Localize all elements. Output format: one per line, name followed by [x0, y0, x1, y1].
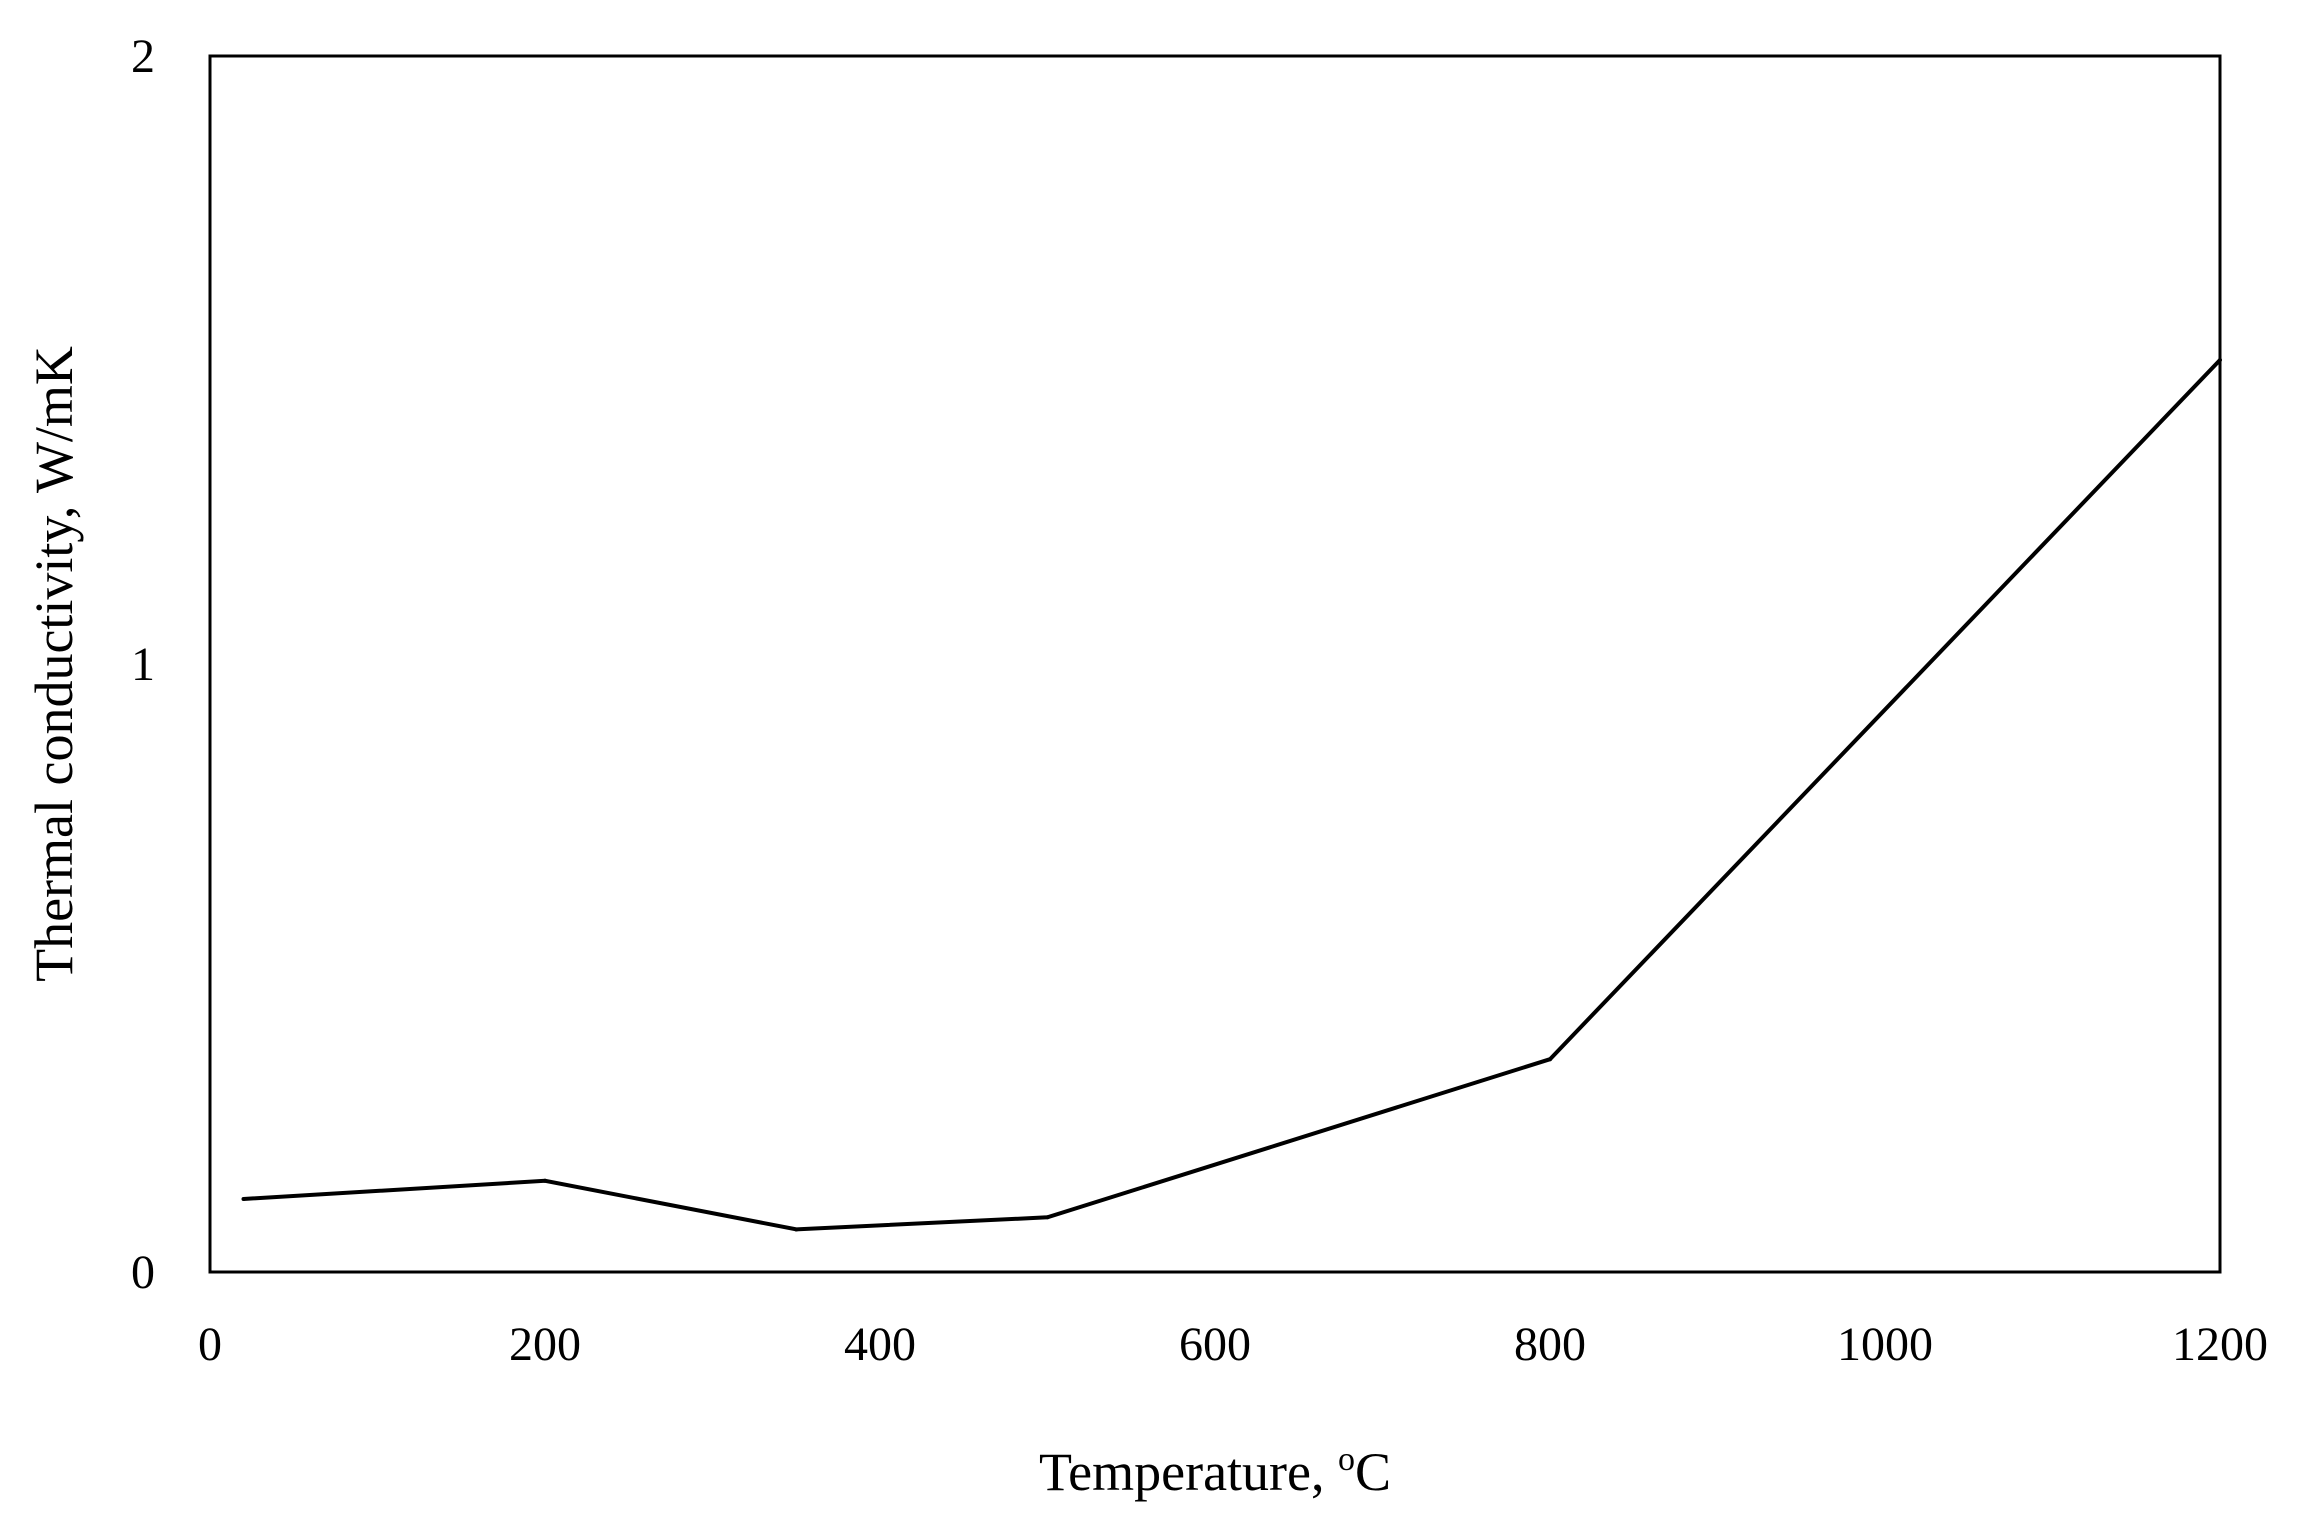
series-line — [243, 358, 2222, 1232]
y-tick-label: 0 — [131, 1246, 155, 1299]
x-tick-label: 800 — [1514, 1318, 1586, 1371]
x-tick-label: 400 — [844, 1318, 916, 1371]
data-point — [241, 1197, 246, 1202]
x-axis-unit-superscript: o — [1338, 1441, 1355, 1478]
x-tick-label: 1200 — [2172, 1318, 2268, 1371]
x-axis-title-text: Temperature, — [1039, 1442, 1338, 1502]
y-tick-labels: 0 1 2 — [131, 30, 155, 1299]
x-tick-label: 0 — [198, 1318, 222, 1371]
x-tick-labels: 0 200 400 600 800 1000 1200 — [198, 1318, 2268, 1371]
data-point — [794, 1227, 799, 1232]
x-tick-label: 200 — [509, 1318, 581, 1371]
x-tick-label: 1000 — [1837, 1318, 1933, 1371]
data-point — [1548, 1057, 1552, 1062]
x-axis-unit: C — [1355, 1442, 1391, 1502]
data-point — [1045, 1215, 1050, 1220]
data-points — [241, 358, 2222, 1232]
x-tick-label: 600 — [1179, 1318, 1251, 1371]
plot-area-frame — [208, 54, 2222, 1274]
y-tick-label: 2 — [131, 30, 155, 83]
data-point — [543, 1178, 547, 1183]
y-axis-title: Thermal conductivity, W/mK — [24, 346, 84, 982]
data-point — [2218, 358, 2222, 362]
x-axis-title: Temperature, oC — [1039, 1441, 1391, 1502]
y-tick-label: 1 — [131, 638, 155, 691]
